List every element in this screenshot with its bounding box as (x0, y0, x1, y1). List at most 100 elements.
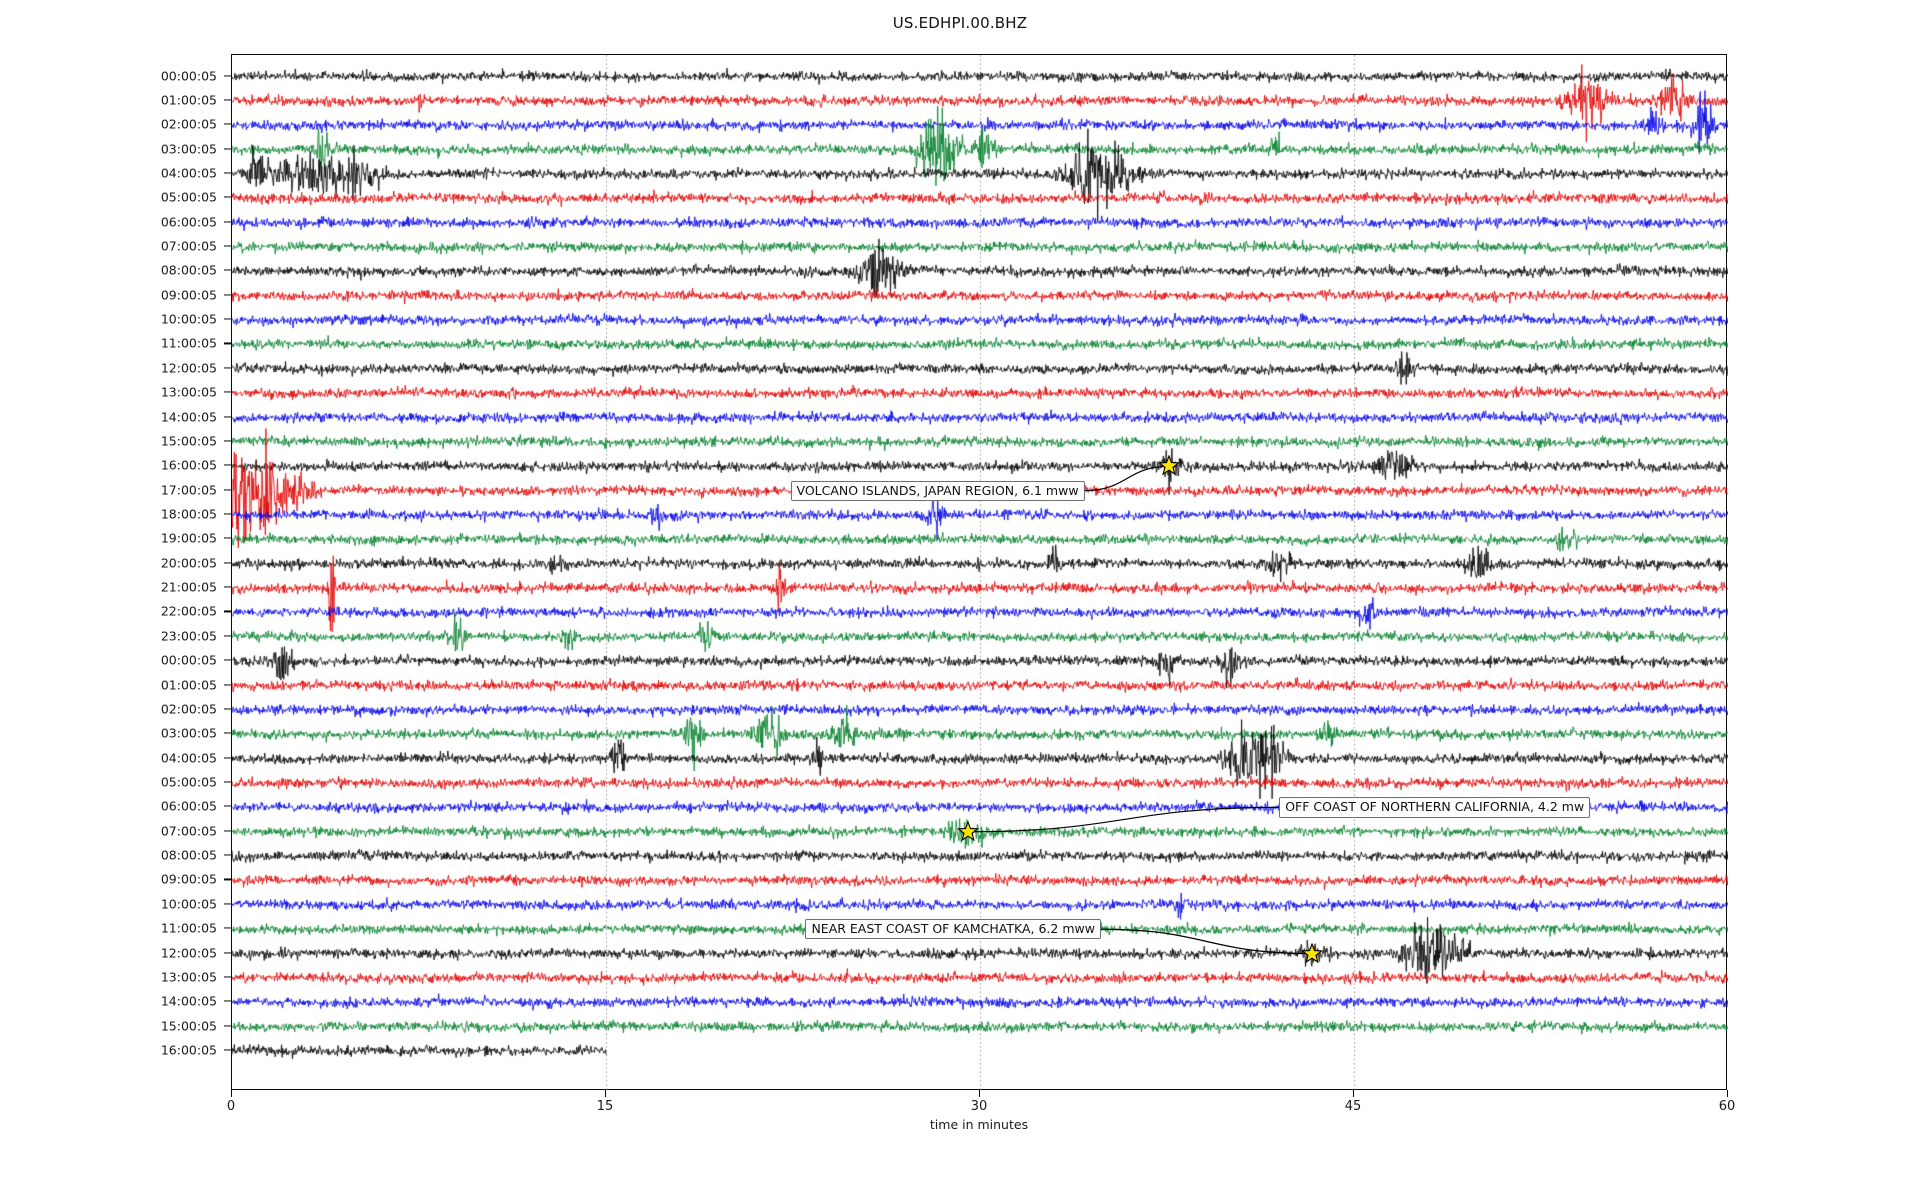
y-axis-tick-mark (224, 805, 231, 807)
y-axis-tick-label: 18:00:05 (160, 506, 217, 522)
y-axis-tick-mark (224, 294, 231, 296)
y-axis-tick-mark (224, 99, 231, 101)
y-axis-tick-label: 06:00:05 (160, 798, 217, 814)
y-axis-tick-label: 11:00:05 (160, 335, 217, 351)
x-axis-tick-label: 15 (596, 1099, 614, 1114)
x-axis-tick-group: 0 15 30 45 60 (227, 1090, 1735, 1130)
y-axis-tick-label: 16:00:05 (160, 1042, 217, 1058)
y-axis-tick-mark (224, 635, 231, 637)
x-axis-tick-label: 30 (970, 1099, 988, 1114)
y-axis-tick-label: 03:00:05 (160, 725, 217, 741)
waveform-canvas (232, 55, 1728, 1091)
y-axis-tick-label: 08:00:05 (160, 847, 217, 863)
y-axis-tick-label: 08:00:05 (160, 262, 217, 278)
y-axis-tick-label: 00:00:05 (160, 68, 217, 83)
y-axis-tick-label: 10:00:05 (160, 311, 217, 327)
y-axis-tick-mark (224, 172, 231, 174)
y-axis-tick-mark (224, 537, 231, 539)
plot-area: VOLCANO ISLANDS, JAPAN REGION, 6.1 mww OF… (231, 54, 1728, 1091)
y-axis-tick-label: 06:00:05 (160, 214, 217, 230)
y-axis-tick-mark (224, 513, 231, 515)
event-star-icon (1158, 455, 1181, 476)
x-axis-tick-label: 45 (1344, 1099, 1362, 1114)
page-title: US.EDHPI.00.BHZ (892, 14, 1028, 32)
y-axis-tick-mark (224, 269, 231, 271)
x-axis-tick-mark (230, 1090, 232, 1097)
y-axis-tick-mark (224, 1049, 231, 1051)
y-axis-tick-label: 19:00:05 (160, 530, 217, 546)
y-axis-tick-mark (224, 74, 231, 77)
y-axis-tick-label: 03:00:05 (160, 141, 217, 157)
y-axis-tick-label: 04:00:05 (160, 750, 217, 766)
y-axis-tick-mark (224, 830, 231, 832)
y-axis-tick-label: 16:00:05 (160, 457, 217, 473)
y-axis-tick-mark (224, 659, 231, 661)
event-annotation-label: VOLCANO ISLANDS, JAPAN REGION, 6.1 mww (790, 480, 1085, 501)
y-axis-tick-mark (224, 1025, 231, 1027)
y-axis-tick-mark (224, 562, 231, 564)
y-axis-tick-mark (224, 854, 231, 856)
y-axis-tick-mark (224, 586, 231, 588)
y-axis-tick-mark (224, 464, 231, 466)
y-axis-tick-mark (224, 610, 231, 613)
y-axis-tick-mark (224, 952, 231, 954)
y-axis-tick-label: 01:00:05 (160, 92, 217, 108)
y-axis-tick-mark (224, 196, 231, 198)
y-axis-tick-label: 05:00:05 (160, 189, 217, 205)
y-axis-tick-label: 04:00:05 (160, 165, 217, 181)
y-axis-tick-label: 12:00:05 (160, 945, 217, 961)
y-axis-tick-label: 01:00:05 (160, 677, 217, 693)
y-axis-tick-label: 21:00:05 (160, 579, 217, 595)
x-axis-tick-mark (604, 1090, 606, 1097)
y-axis-tick-label: 15:00:05 (160, 1018, 217, 1034)
y-axis-tick-mark (224, 489, 231, 491)
x-axis-tick-mark (1352, 1090, 1354, 1097)
y-axis-tick-mark (224, 878, 231, 880)
y-axis-tick-mark (224, 684, 231, 686)
y-axis-tick-label: 13:00:05 (160, 969, 217, 985)
y-axis-tick-mark (224, 757, 231, 759)
y-axis-tick-mark (224, 1000, 231, 1002)
y-axis-tick-label: 11:00:05 (160, 920, 217, 936)
event-star-icon (956, 820, 979, 842)
y-axis-tick-mark (224, 245, 231, 247)
y-axis-tick-label: 17:00:05 (160, 482, 217, 498)
event-annotation-label: NEAR EAST COAST OF KAMCHATKA, 6.2 mww (805, 919, 1101, 940)
y-axis-tick-label: 12:00:05 (160, 360, 217, 376)
y-axis-tick-label: 09:00:05 (160, 871, 217, 887)
y-axis-tick-label: 22:00:05 (160, 603, 217, 619)
y-axis-tick-mark (224, 927, 231, 929)
y-axis-tick-mark (224, 708, 231, 710)
y-axis-tick-label: 02:00:05 (160, 701, 217, 717)
y-axis-tick-label: 02:00:05 (160, 116, 217, 132)
y-axis-tick-mark (224, 976, 231, 978)
y-axis-tick-label: 15:00:05 (160, 433, 217, 449)
x-axis-tick-mark (978, 1090, 980, 1097)
x-axis-tick-mark (1726, 1090, 1728, 1097)
x-axis-tick-label: 60 (1718, 1099, 1736, 1114)
event-annotation-label: OFF COAST OF NORTHERN CALIFORNIA, 4.2 mw (1279, 797, 1591, 818)
y-axis-tick-label: 14:00:05 (160, 409, 217, 425)
y-axis-tick-label: 07:00:05 (160, 823, 217, 839)
y-axis-tick-label: 13:00:05 (160, 384, 217, 400)
x-axis-tick-label: 0 (226, 1099, 236, 1114)
y-axis-tick-label: 07:00:05 (160, 238, 217, 254)
y-axis-tick-mark (224, 732, 231, 734)
y-axis-tick-mark (224, 391, 231, 393)
y-axis-tick-mark (224, 342, 231, 345)
y-axis-tick-mark (224, 440, 231, 442)
y-axis-tick-mark (224, 416, 231, 418)
y-axis-tick-mark (224, 221, 231, 223)
y-axis-tick-mark (224, 367, 231, 369)
y-axis-tick-label: 14:00:05 (160, 993, 217, 1009)
y-axis-tick-mark (224, 318, 231, 320)
y-axis-tick-label: 23:00:05 (160, 628, 217, 644)
y-axis-tick-label: 10:00:05 (160, 896, 217, 912)
y-axis-tick-mark (224, 148, 231, 150)
y-axis-tick-label: 20:00:05 (160, 555, 217, 571)
y-axis-tick-mark (224, 903, 231, 905)
x-axis-title: time in minutes (929, 1117, 1029, 1132)
y-axis-tick-label: 05:00:05 (160, 774, 217, 790)
y-axis-tick-group: 00:00:05 01:00:05 02:00:05 03:00:05 04:00:05… (0, 54, 231, 1090)
